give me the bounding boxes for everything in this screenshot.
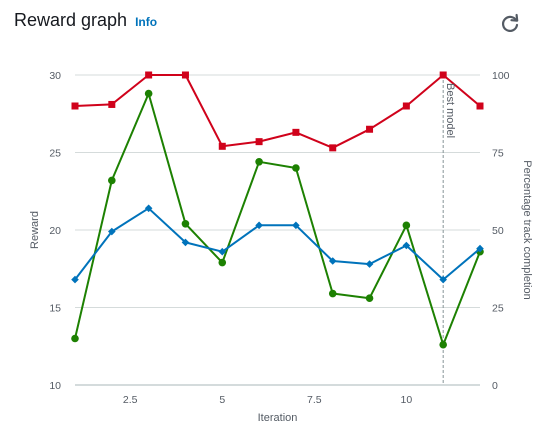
data-point [366,294,374,302]
best-model-label: Best model [444,83,456,138]
y-tick-label: 30 [49,70,61,82]
data-point [477,103,484,110]
x-tick-label: 2.5 [123,394,138,406]
x-tick-label: 10 [401,394,413,406]
y2-tick-label: 100 [492,70,510,82]
y2-tick-label: 25 [492,303,504,315]
data-point [255,158,263,166]
x-tick-label: 5 [219,394,225,406]
y2-axis-label: Percentage track completion [521,160,533,299]
data-point [440,72,447,79]
data-point [145,90,153,98]
y-axis-label: Reward [29,211,41,249]
data-point [439,341,447,349]
data-point [292,164,300,172]
y2-tick-label: 50 [492,225,504,237]
data-point [403,222,411,230]
data-point [182,220,190,228]
data-point [145,72,152,79]
data-point [329,144,336,151]
data-point [182,72,189,79]
x-tick-label: 7.5 [307,394,322,406]
data-point [256,138,263,145]
data-point [366,126,373,133]
y-tick-label: 20 [49,225,61,237]
data-point [366,260,374,268]
y-tick-label: 10 [49,380,61,392]
data-point [329,290,337,298]
series-line [75,75,480,148]
data-point [218,259,226,267]
data-point [108,177,116,185]
y-tick-label: 25 [49,148,61,160]
y2-tick-label: 75 [492,148,504,160]
y2-tick-label: 0 [492,380,498,392]
data-point [403,103,410,110]
data-point [292,129,299,136]
x-axis-label: Iteration [258,412,298,424]
data-point [219,143,226,150]
y-tick-label: 15 [49,303,61,315]
data-point [71,335,79,343]
data-point [72,103,79,110]
data-point [108,101,115,108]
